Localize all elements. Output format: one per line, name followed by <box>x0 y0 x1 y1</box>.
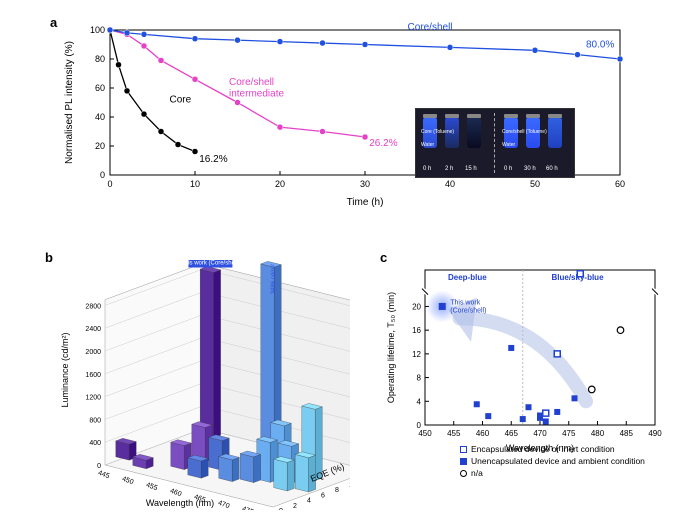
svg-text:480: 480 <box>591 429 605 438</box>
svg-text:4: 4 <box>307 498 311 505</box>
legend-na: n/a <box>460 468 645 478</box>
svg-text:470: 470 <box>533 429 547 438</box>
svg-text:2000: 2000 <box>85 349 101 356</box>
svg-text:6: 6 <box>321 492 325 499</box>
svg-text:450: 450 <box>418 429 432 438</box>
svg-text:50: 50 <box>530 179 540 189</box>
svg-text:60: 60 <box>95 83 105 93</box>
svg-text:intermediate: intermediate <box>229 89 284 100</box>
svg-text:40: 40 <box>95 112 105 122</box>
svg-text:16: 16 <box>412 326 421 335</box>
panel-c-label: c <box>380 250 387 265</box>
svg-text:0: 0 <box>100 170 105 180</box>
svg-text:460: 460 <box>476 429 490 438</box>
svg-text:100: 100 <box>90 25 105 35</box>
svg-text:Wavelength (nm): Wavelength (nm) <box>146 498 214 508</box>
inset-time-l1: 2 h <box>445 166 453 172</box>
svg-text:This work: This work <box>450 299 480 306</box>
svg-text:475: 475 <box>562 429 576 438</box>
svg-text:Core: Core <box>170 95 192 106</box>
svg-text:2: 2 <box>293 503 297 510</box>
panel-b: b 04008001200160020002400280044545045546… <box>50 260 350 510</box>
svg-text:0: 0 <box>107 179 112 189</box>
svg-text:Luminance (cd/m²): Luminance (cd/m²) <box>60 332 70 407</box>
inset-water-label-l: Water <box>421 142 434 148</box>
svg-text:80: 80 <box>95 54 105 64</box>
chart-b: 0 400 800 1200 1600 2000 2400 2800 445 450 455 460 4… <box>50 260 350 510</box>
svg-text:16.2%: 16.2% <box>199 154 227 165</box>
inset-time-r2: 60 h <box>546 166 558 172</box>
svg-text:Core/shell: Core/shell <box>408 22 453 33</box>
svg-text:26.2%: 26.2% <box>369 138 397 149</box>
svg-text:30: 30 <box>360 179 370 189</box>
svg-text:2400: 2400 <box>85 326 101 333</box>
legend-unenc: Unencapsulated device and ambient condit… <box>460 456 645 466</box>
svg-text:1200: 1200 <box>85 395 101 402</box>
svg-text:Deep-blue: Deep-blue <box>448 273 487 282</box>
svg-text:20: 20 <box>412 302 421 311</box>
svg-text:80.0%: 80.0% <box>586 39 614 50</box>
svg-text:10: 10 <box>190 179 200 189</box>
inset-left-label: Core (Toluene) <box>421 130 454 135</box>
inset-water-label-r: Water <box>502 142 515 148</box>
svg-text:12: 12 <box>412 350 421 359</box>
svg-text:8: 8 <box>417 374 422 383</box>
svg-text:2800: 2800 <box>85 303 101 310</box>
inset-time-l2: 15 h <box>465 166 477 172</box>
svg-text:0: 0 <box>417 421 422 430</box>
svg-text:460: 460 <box>169 488 182 499</box>
svg-text:40: 40 <box>445 179 455 189</box>
svg-text:0: 0 <box>279 508 283 510</box>
svg-text:This work (Core/shell): This work (Core/shell) <box>181 261 239 267</box>
panel-a-label: a <box>50 15 57 30</box>
svg-text:20: 20 <box>275 179 285 189</box>
svg-text:450: 450 <box>121 476 134 487</box>
inset-right-label: Core/shell (Toluene) <box>502 130 547 135</box>
svg-text:(Core/shell): (Core/shell) <box>450 307 486 314</box>
panel-c: c 450455460465470475480485490048121620Wa… <box>380 260 670 490</box>
legend-na-text: n/a <box>471 468 483 478</box>
svg-text:Time (h): Time (h) <box>347 197 384 208</box>
svg-text:8: 8 <box>335 487 339 494</box>
svg-text:490: 490 <box>648 429 662 438</box>
svg-text:10: 10 <box>349 482 350 489</box>
svg-text:465: 465 <box>505 429 519 438</box>
svg-text:60: 60 <box>615 179 625 189</box>
svg-text:3486 cd/m²: 3486 cd/m² <box>271 264 277 294</box>
inset-time-r0: 0 h <box>504 166 512 172</box>
svg-text:455: 455 <box>145 482 158 493</box>
inset-photo: Core (Toluene) Water 0 h 2 h 15 h Core/s… <box>415 108 575 178</box>
svg-text:455: 455 <box>447 429 461 438</box>
svg-text:Operating lifetime, T₅₀ (min): Operating lifetime, T₅₀ (min) <box>386 292 396 403</box>
svg-text:Core/shell: Core/shell <box>229 77 274 88</box>
svg-text:445: 445 <box>97 470 110 481</box>
svg-text:475: 475 <box>241 506 254 510</box>
panel-a: a 0102030405060020406080100Time (h)Norma… <box>60 20 640 210</box>
legend-unenc-text: Unencapsulated device and ambient condit… <box>471 456 645 466</box>
svg-text:Normalised PL intensity (%): Normalised PL intensity (%) <box>64 41 75 164</box>
svg-text:400: 400 <box>89 440 101 447</box>
legend-enc-text: Encapsulated device or inert condition <box>471 444 615 454</box>
inset-time-l0: 0 h <box>423 166 431 172</box>
legend-enc: Encapsulated device or inert condition <box>460 444 645 454</box>
svg-text:800: 800 <box>89 417 101 424</box>
svg-text:470: 470 <box>217 500 230 510</box>
inset-time-r1: 30 h <box>524 166 536 172</box>
svg-text:485: 485 <box>620 429 634 438</box>
legend-c: Encapsulated device or inert condition U… <box>460 444 645 480</box>
svg-text:20: 20 <box>95 141 105 151</box>
svg-text:4: 4 <box>417 397 422 406</box>
svg-text:1600: 1600 <box>85 372 101 379</box>
panel-b-label: b <box>45 250 53 265</box>
